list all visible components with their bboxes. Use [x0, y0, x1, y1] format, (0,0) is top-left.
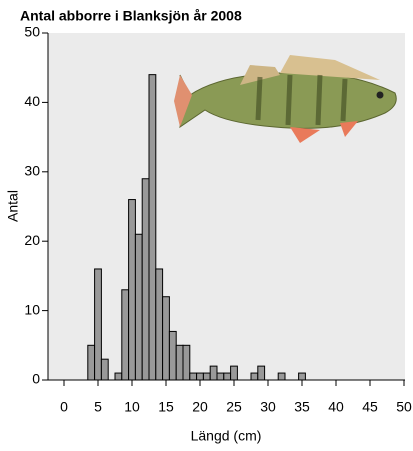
x-tick-label: 40 — [328, 399, 344, 415]
bar — [100, 358, 109, 381]
x-tick-label: 50 — [396, 399, 412, 415]
x-tick-label: 25 — [226, 399, 242, 415]
bar — [298, 372, 306, 381]
bar — [230, 365, 238, 381]
bar — [216, 372, 225, 381]
x-tick-label: 15 — [158, 399, 174, 415]
bar — [155, 268, 164, 381]
perch-illustration — [174, 55, 397, 143]
bar — [182, 344, 191, 381]
y-tick-label: 30 — [24, 163, 40, 179]
bar — [209, 365, 218, 381]
x-tick-label: 10 — [124, 399, 140, 415]
x-tick-label: 5 — [94, 399, 102, 415]
x-axis-label: Längd (cm) — [191, 428, 262, 444]
bar — [128, 199, 136, 381]
y-axis-label: Antal — [5, 190, 21, 222]
y-tick-label: 50 — [24, 24, 40, 40]
x-tick-label: 45 — [362, 399, 378, 415]
bar — [277, 372, 286, 381]
bar — [162, 296, 170, 381]
bar — [257, 365, 266, 381]
y-tick-label: 10 — [24, 301, 40, 317]
y-tick-label: 40 — [24, 93, 40, 109]
bar — [141, 178, 150, 381]
bar — [114, 372, 123, 381]
bar — [189, 372, 198, 381]
y-tick-label: 20 — [24, 232, 40, 248]
bar — [202, 372, 211, 381]
bar — [196, 372, 204, 381]
x-tick-label: 20 — [192, 399, 208, 415]
bar — [250, 372, 259, 381]
bar — [148, 74, 157, 381]
bar — [175, 344, 184, 381]
y-tick-label: 0 — [32, 371, 40, 387]
bar — [94, 268, 102, 381]
bar — [168, 330, 177, 381]
x-tick-label: 0 — [60, 399, 68, 415]
bar — [121, 289, 130, 381]
bar — [223, 372, 232, 381]
x-tick-label: 30 — [260, 399, 276, 415]
bar — [87, 344, 96, 381]
bar — [134, 233, 143, 381]
chart-title: Antal abborre i Blanksjön år 2008 — [20, 8, 242, 24]
x-tick-label: 35 — [294, 399, 310, 415]
